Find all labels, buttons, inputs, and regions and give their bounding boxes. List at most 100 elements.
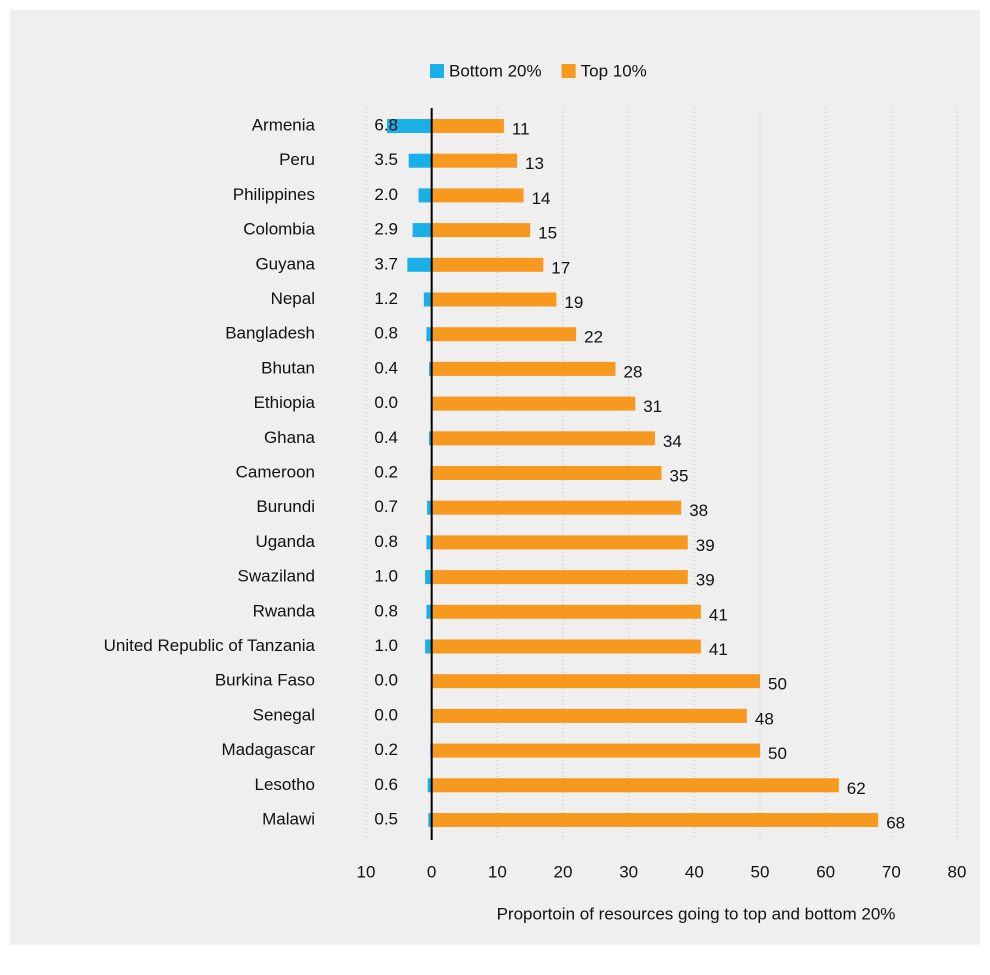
bar	[431, 535, 688, 550]
category-label: Armenia	[252, 115, 316, 134]
bar	[431, 223, 531, 238]
bar	[431, 639, 701, 654]
legend-label: Top 10%	[581, 61, 647, 80]
value-label: 48	[755, 709, 774, 728]
bar	[428, 813, 432, 827]
value-label: 2.9	[374, 220, 398, 239]
bar	[418, 188, 432, 203]
value-label: 11	[512, 119, 530, 138]
value-label: 0.4	[374, 428, 398, 447]
bar	[427, 778, 432, 793]
bar	[431, 327, 577, 342]
value-label: 15	[538, 224, 557, 243]
category-label: Malawi	[262, 809, 315, 828]
value-label: 14	[532, 189, 551, 208]
category-label: Nepal	[271, 289, 315, 308]
category-label: Peru	[279, 150, 315, 169]
value-label: 0.5	[374, 809, 398, 828]
bar	[431, 466, 662, 480]
category-label: Bangladesh	[225, 324, 315, 343]
x-tick-label: 80	[948, 862, 967, 881]
value-label: 1.2	[374, 289, 398, 308]
value-label: 1.0	[374, 636, 398, 655]
x-tick-label: 30	[619, 862, 638, 881]
x-tick-label: 50	[751, 862, 770, 881]
bar	[423, 292, 432, 307]
bar	[412, 223, 432, 238]
category-label: Uganda	[255, 532, 315, 551]
bar	[431, 257, 544, 272]
value-label: 19	[564, 293, 583, 312]
value-label: 0.8	[374, 324, 398, 343]
bar	[431, 743, 760, 758]
bar	[431, 500, 682, 515]
bar	[427, 500, 432, 515]
value-label: 39	[696, 536, 715, 555]
bar	[431, 188, 524, 203]
bar	[431, 361, 616, 376]
bar	[408, 153, 432, 168]
value-label: 41	[709, 640, 728, 659]
category-label: Ghana	[264, 428, 316, 447]
category-label: Burundi	[256, 497, 315, 516]
x-tick-label: 10	[357, 862, 376, 881]
value-label: 39	[696, 571, 715, 590]
value-label: 0.8	[374, 601, 398, 620]
value-label: 0.6	[374, 775, 398, 794]
bar	[407, 257, 432, 272]
value-label: 62	[847, 779, 866, 798]
bar	[425, 570, 432, 585]
x-tick-label: 10	[488, 862, 507, 881]
value-label: 3.7	[374, 254, 398, 273]
bar	[426, 535, 432, 550]
value-label: 0.0	[374, 705, 398, 724]
value-label: 22	[584, 328, 603, 347]
value-label: 0.2	[374, 740, 398, 759]
category-label: Cameroon	[236, 462, 315, 481]
x-tick-label: 0	[427, 862, 436, 881]
value-label: 50	[768, 744, 787, 763]
bar	[429, 431, 432, 446]
category-label: Philippines	[233, 185, 315, 204]
bar	[429, 361, 432, 376]
value-label: 35	[670, 466, 689, 485]
category-label: Senegal	[253, 705, 315, 724]
x-tick-label: 60	[816, 862, 835, 881]
value-label: 28	[624, 362, 643, 381]
x-tick-label: 20	[554, 862, 573, 881]
bar	[431, 604, 701, 619]
bar	[431, 396, 636, 411]
bar	[425, 639, 432, 654]
value-label: 31	[643, 397, 662, 416]
category-label: Madagascar	[221, 740, 315, 759]
bar	[431, 153, 518, 168]
bar	[431, 674, 760, 689]
legend-swatch	[430, 64, 444, 78]
value-label: 3.5	[374, 150, 398, 169]
value-label: 6.8	[374, 115, 398, 134]
value-label: 41	[709, 605, 728, 624]
x-tick-label: 70	[882, 862, 901, 881]
value-label: 68	[886, 813, 905, 832]
value-label: 0.0	[374, 393, 398, 412]
category-label: Bhutan	[261, 358, 315, 377]
bar	[387, 119, 432, 133]
bar	[426, 604, 432, 619]
category-label: United Republic of Tanzania	[104, 636, 316, 655]
category-label: Rwanda	[253, 601, 316, 620]
bar	[431, 119, 504, 133]
bar	[431, 570, 688, 585]
category-label: Burkina Faso	[215, 671, 315, 690]
bar	[431, 778, 839, 793]
category-label: Colombia	[243, 220, 315, 239]
x-tick-label: 40	[685, 862, 704, 881]
category-label: Swaziland	[238, 567, 316, 586]
value-label: 34	[663, 432, 682, 451]
category-label: Lesotho	[255, 775, 316, 794]
value-label: 0.0	[374, 671, 398, 690]
value-label: 2.0	[374, 185, 398, 204]
bar	[431, 813, 879, 827]
value-label: 13	[525, 154, 544, 173]
bar	[431, 292, 557, 307]
